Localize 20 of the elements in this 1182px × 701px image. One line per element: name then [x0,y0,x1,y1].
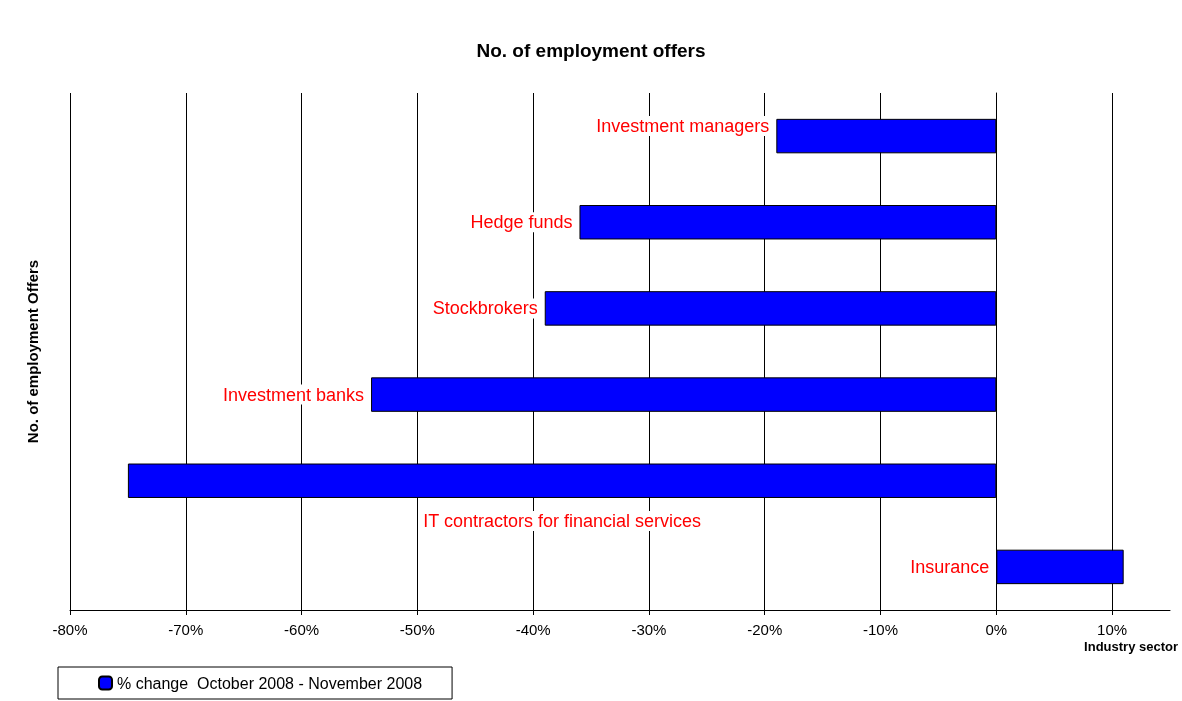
y-tick-label: Investment managers [596,116,770,137]
legend-label: % change October 2008 - November 2008 [117,674,423,692]
x-tick-label: -70% [168,621,204,638]
y-tick-label: IT contractors for financial services [423,510,701,531]
x-tick-label: -10% [863,621,899,638]
x-tick-label: -30% [631,621,667,638]
y-tick-label: Hedge funds [470,212,573,233]
chart-title: No. of employment offers [476,40,706,61]
x-tick-label: -20% [747,621,783,638]
x-tick-label: -60% [284,621,320,638]
y-tick-label: Stockbrokers [432,298,538,319]
x-tick-label: 10% [1097,621,1128,638]
x-tick-label: -50% [399,621,435,638]
y-tick-label: Insurance [910,556,990,577]
x-tick-label: 0% [985,621,1008,638]
x-axis-title: Industry sector [1084,639,1178,654]
x-tick-label: -80% [52,621,88,638]
y-axis-title: No. of employment Offers [24,259,41,444]
x-tick-label: -40% [515,621,551,638]
y-tick-label: Investment banks [222,384,365,405]
